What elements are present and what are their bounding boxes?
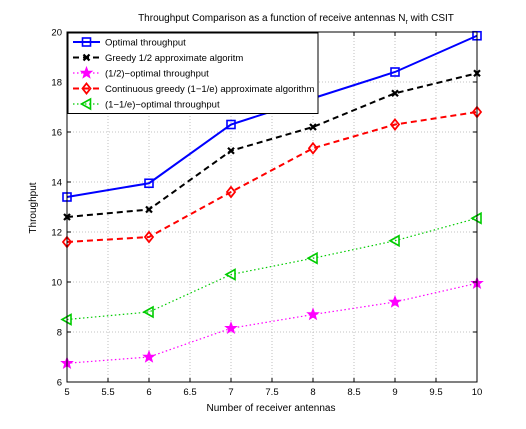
y-tick-label: 8 xyxy=(57,328,62,339)
y-tick-label: 18 xyxy=(51,78,62,89)
y-axis-label: Throughput xyxy=(28,182,39,233)
title-subscript: r xyxy=(405,19,408,26)
data-point-triangle xyxy=(79,97,92,111)
legend-label: (1/2)−optimal throughput xyxy=(105,69,209,80)
series-4 xyxy=(61,105,483,249)
legend: Optimal throughput Greedy 1/2 approximate… xyxy=(67,32,319,114)
legend-label: Greedy 1/2 approximate algoritm xyxy=(105,53,243,64)
legend-label: (1−1/e)−optimal throughput xyxy=(105,100,220,111)
data-point-star xyxy=(142,349,156,363)
series-line xyxy=(66,282,478,364)
x-tick-label: 9.5 xyxy=(429,387,442,398)
legend-label: Continuous greedy (1−1/e) approximate al… xyxy=(105,84,314,95)
data-point-diamond xyxy=(81,82,92,95)
x-tick-label: 5 xyxy=(64,387,69,398)
chart-title: Throughput Comparison as a function of r… xyxy=(138,13,454,26)
legend-entry: Greedy 1/2 approximate algoritm xyxy=(73,53,243,64)
legend-entry: (1/2)−optimal throughput xyxy=(73,65,209,80)
data-point-star xyxy=(79,65,94,79)
data-point-star xyxy=(388,294,402,308)
data-point-square xyxy=(144,178,154,189)
series-2 xyxy=(63,69,481,221)
data-point-diamond xyxy=(389,118,401,131)
data-point-star xyxy=(306,307,320,321)
data-point-square xyxy=(81,37,92,47)
x-tick-label: 5.5 xyxy=(101,387,114,398)
x-tick-label: 6.5 xyxy=(183,387,196,398)
series-line xyxy=(66,72,478,218)
data-point-diamond xyxy=(307,141,319,155)
data-point-x xyxy=(391,89,399,98)
data-point-x xyxy=(145,205,153,214)
data-point-x xyxy=(309,123,317,131)
marker-stroke xyxy=(391,89,399,98)
data-point-triangle xyxy=(142,305,154,319)
y-tick-label: 12 xyxy=(51,228,62,239)
marker-stroke xyxy=(145,205,153,214)
x-tick-label: 9 xyxy=(392,387,397,398)
data-point-diamond xyxy=(143,230,155,244)
x-tick-label: 7.5 xyxy=(265,387,278,398)
x-tick-label: 6 xyxy=(146,387,151,398)
series-line xyxy=(66,111,478,243)
x-tick-label: 10 xyxy=(472,387,483,398)
legend-entry: (1−1/e)−optimal throughput xyxy=(73,97,220,111)
marker-stroke xyxy=(227,146,235,155)
data-point-triangle xyxy=(224,268,236,281)
series-line xyxy=(66,217,478,321)
y-tick-label: 16 xyxy=(51,128,62,139)
x-tick-label: 8 xyxy=(310,387,315,398)
y-tick-label: 10 xyxy=(51,278,62,289)
data-point-star xyxy=(224,321,238,335)
legend-box xyxy=(67,32,319,114)
legend-entry: Optimal throughput xyxy=(73,37,186,49)
marker-stroke xyxy=(82,53,91,62)
data-point-triangle xyxy=(306,251,318,265)
y-tick-label: 20 xyxy=(51,28,62,39)
data-point-square xyxy=(390,67,400,77)
data-point-square xyxy=(226,119,236,130)
legend-entry: Continuous greedy (1−1/e) approximate al… xyxy=(73,82,314,95)
x-tick-label: 7 xyxy=(228,387,233,398)
x-axis-label: Number of receiver antennas xyxy=(207,403,336,414)
x-tick-label: 8.5 xyxy=(347,387,360,398)
data-point-x xyxy=(82,53,91,62)
data-point-triangle xyxy=(388,234,400,248)
data-point-x xyxy=(227,146,235,155)
data-point-diamond xyxy=(225,185,237,199)
axis-ticks: 5 5.5 6 6.5 7 7.5 8 8.5 9 9.5 10 6 8 10 12 14 16 18 20 xyxy=(51,28,482,399)
y-tick-label: 14 xyxy=(51,178,62,189)
y-tick-label: 6 xyxy=(57,378,62,389)
marker-stroke xyxy=(309,123,317,131)
legend-label: Optimal throughput xyxy=(105,38,186,49)
